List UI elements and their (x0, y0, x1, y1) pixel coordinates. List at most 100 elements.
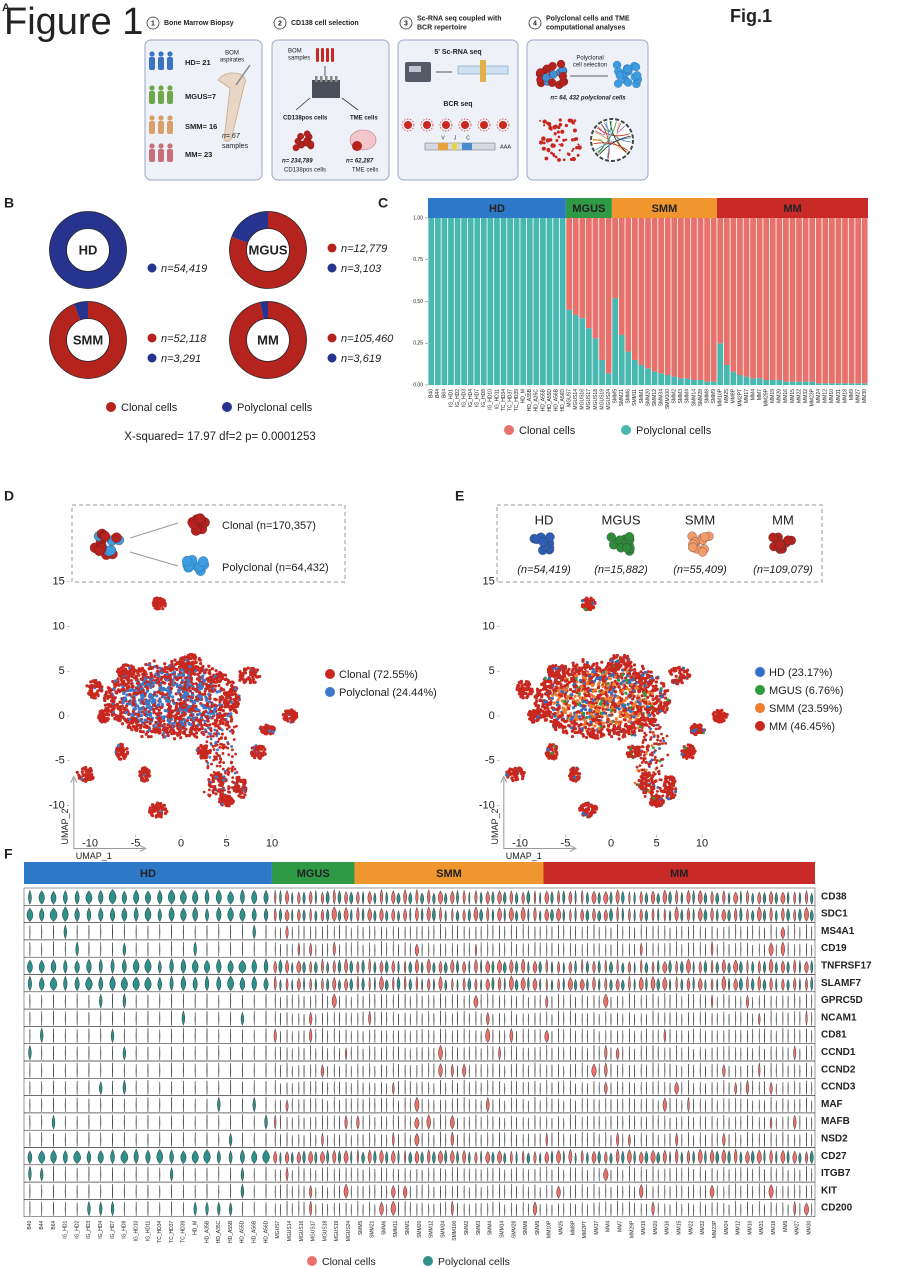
umap-point (654, 727, 658, 731)
person-icon (149, 57, 155, 70)
umap-point (172, 737, 177, 741)
umap-point (138, 726, 143, 730)
umap-point (597, 681, 601, 685)
person-icon (149, 149, 155, 162)
bar-segment (480, 218, 487, 385)
x-tick-label: IG_HD2 (455, 389, 461, 407)
umap-point (220, 728, 224, 732)
umap-point (643, 670, 647, 674)
legend-dot (325, 687, 335, 697)
umap-point (214, 676, 219, 681)
legend-label: Polyclonal cells (636, 425, 712, 437)
umap-point (579, 666, 584, 670)
umap-point (583, 696, 587, 700)
umap-point (250, 671, 254, 675)
legend-dot (106, 402, 116, 412)
umap-point (569, 771, 573, 776)
umap-point (132, 719, 137, 723)
umap-point (130, 728, 134, 732)
umap-point (605, 714, 610, 718)
umap-point (633, 686, 638, 690)
bar-segment (448, 218, 454, 385)
umap-point (227, 753, 231, 757)
person-icon (167, 149, 173, 162)
umap-point (628, 662, 632, 666)
x-tick-label: IG_HD3 (461, 389, 467, 407)
umap-point (561, 706, 565, 710)
umap-point (190, 693, 195, 697)
umap-point (219, 686, 223, 691)
umap-point (175, 678, 179, 682)
umap-point (152, 724, 156, 728)
umap-point (199, 661, 203, 666)
umap-point (543, 682, 547, 686)
umap-point (205, 740, 209, 744)
person-icon (158, 57, 164, 70)
umap-point (218, 746, 222, 749)
umap-point (616, 674, 620, 679)
bar-segment (553, 218, 559, 385)
umap-point (613, 694, 617, 698)
umap-point (558, 693, 562, 697)
bar-segment (500, 218, 507, 385)
bar-segment (651, 218, 658, 372)
y-tick-label: 1.00 (413, 215, 423, 221)
umap-point (150, 684, 154, 688)
umap-point (568, 687, 573, 692)
umap-point (221, 788, 225, 793)
umap-point (652, 746, 655, 750)
x-tick-label: MGUS24 (606, 389, 612, 410)
umap-point (185, 688, 189, 692)
step-number: 3 (404, 20, 408, 27)
umap-point (234, 752, 237, 756)
step-title: BCR repertoire (417, 24, 467, 31)
umap-point (168, 683, 172, 687)
bar-segment (507, 218, 513, 385)
umap-point (636, 699, 640, 704)
umap-point (185, 718, 190, 723)
umap-point (243, 671, 247, 675)
bar-segment (861, 218, 868, 384)
bar-segment (704, 218, 710, 382)
umap-point (594, 721, 599, 725)
umap-point (178, 723, 182, 727)
umap-point (661, 736, 665, 740)
umap-point (581, 732, 585, 737)
umap-point (617, 737, 621, 741)
bar-segment (572, 218, 579, 315)
umap-point (657, 772, 661, 776)
umap-point (144, 685, 149, 689)
umap-point (204, 668, 209, 672)
donut-label: SMM (73, 332, 103, 347)
umap-point (226, 714, 230, 718)
umap-point (226, 702, 230, 706)
umap-point (231, 748, 234, 752)
umap-point (234, 789, 238, 794)
umap-point (641, 741, 645, 744)
x-tick-label: SMM20 (645, 389, 651, 406)
bar-segment (579, 218, 586, 319)
bar-segment (763, 379, 770, 385)
y-tick-label: 0 (489, 710, 495, 722)
umap-point (624, 691, 628, 695)
umap-point (595, 666, 599, 671)
bar-segment (730, 218, 737, 372)
umap-point (571, 778, 575, 783)
mini-point (570, 119, 573, 122)
umap-point (168, 721, 172, 725)
x-tick-label: MM17 (744, 389, 750, 403)
umap-point (602, 733, 606, 737)
umap-point (98, 686, 102, 690)
umap-point (130, 682, 134, 686)
umap-point (221, 752, 225, 755)
legend-dot (325, 669, 335, 679)
umap-point (649, 717, 653, 721)
y-tick-label: -5 (485, 755, 495, 767)
umap-point (656, 723, 660, 727)
umap-point (647, 691, 651, 695)
donut-hole (66, 318, 110, 362)
umap-point (160, 671, 164, 675)
y-axis-label: UMAP_2 (60, 808, 70, 844)
umap-point (224, 720, 229, 725)
umap-point (536, 715, 540, 719)
